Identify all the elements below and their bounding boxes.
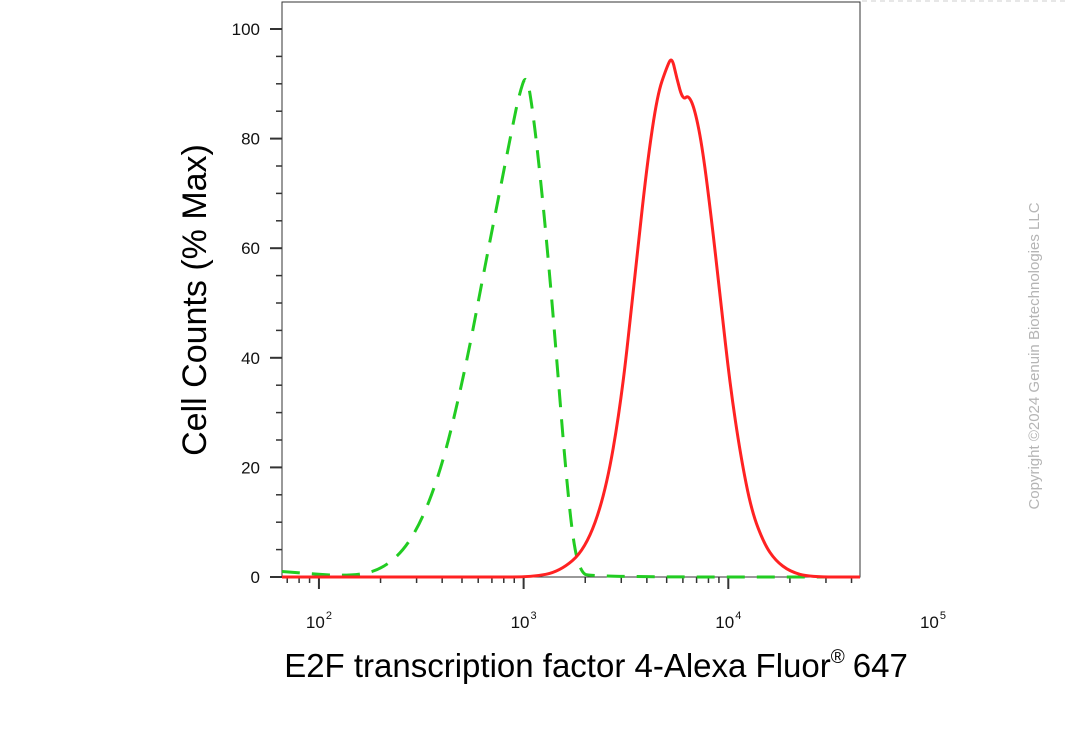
x-tick-label: 103 <box>511 610 537 632</box>
series-solid-red-line <box>282 58 860 579</box>
y-tick-label: 20 <box>241 458 260 477</box>
x-axis-title-registered-mark: ® <box>831 647 845 668</box>
y-tick-label: 80 <box>241 130 260 149</box>
series-layer <box>281 58 860 579</box>
x-axis-title: E2F transcription factor 4-Alexa Fluor® 6… <box>284 647 908 684</box>
x-tick-label: 104 <box>715 610 741 632</box>
y-tick-label: 100 <box>232 20 260 39</box>
y-tick-label: 60 <box>241 239 260 258</box>
y-axis-title: Cell Counts (% Max) <box>176 144 214 456</box>
x-tick-label: 105 <box>920 610 946 632</box>
x-axis-title-main: E2F transcription factor 4-Alexa Fluor <box>284 647 831 684</box>
x-axis-title-suffix: 647 <box>853 647 908 684</box>
x-axis-ticks: 102 103 104 105 <box>286 577 946 632</box>
plot-frame <box>281 1 861 578</box>
x-tick-label: 102 <box>306 610 332 632</box>
series-dashed-green-line <box>281 77 860 579</box>
y-axis-ticks: 0 20 40 60 80 100 <box>232 20 282 587</box>
copyright-watermark: Copyright ©2024 Genuin Biotechnologies L… <box>1026 202 1043 509</box>
y-tick-label: 0 <box>251 568 260 587</box>
y-tick-label: 40 <box>241 349 260 368</box>
